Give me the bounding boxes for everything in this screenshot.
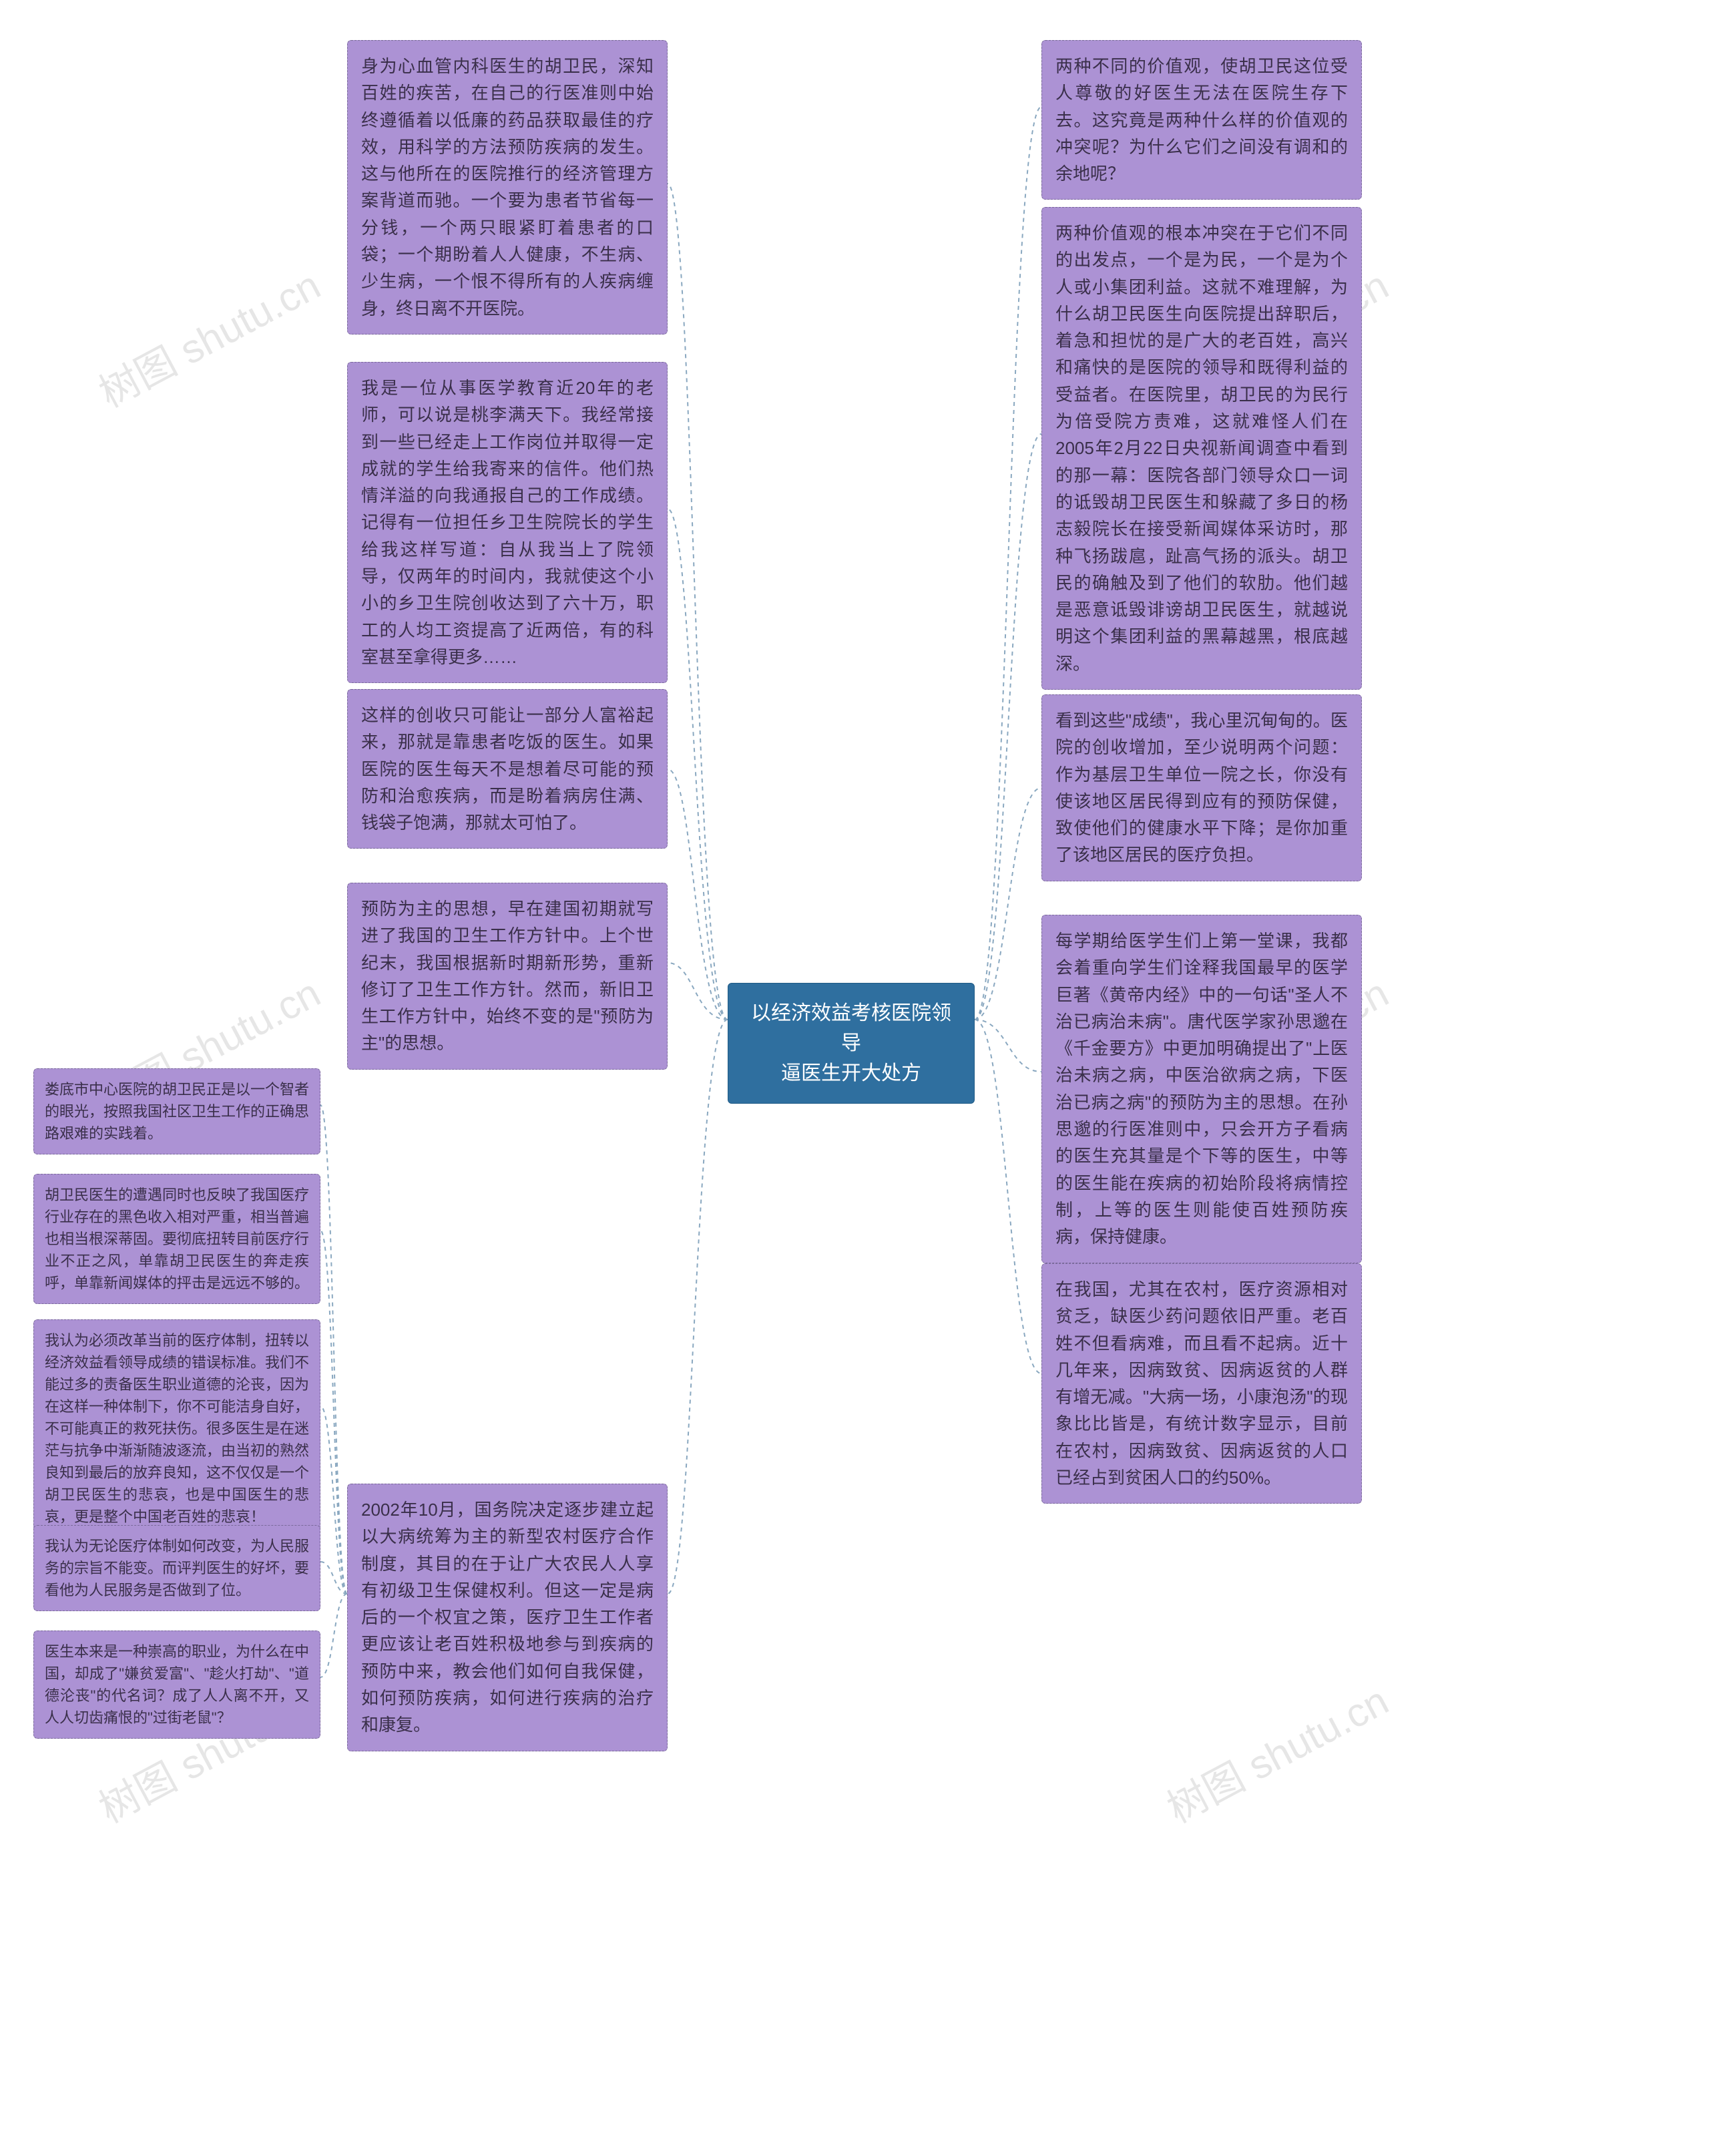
right-node-3[interactable]: 看到这些"成绩"，我心里沉甸甸的。医院的创收增加，至少说明两个问题：作为基层卫生… [1041,694,1362,881]
left-subnode-4[interactable]: 我认为无论医疗体制如何改变，为人民服务的宗旨不能变。而评判医生的好坏，要看他为人… [33,1525,320,1611]
left-node-3[interactable]: 这样的创收只可能让一部分人富裕起来，那就是靠患者吃饭的医生。如果医院的医生每天不… [347,689,668,849]
left-node-4[interactable]: 预防为主的思想，早在建国初期就写进了我国的卫生工作方针中。上个世纪末，我国根据新… [347,883,668,1070]
watermark: 树图 shutu.cn [87,254,329,419]
watermark: 树图 shutu.cn [1156,1669,1397,1834]
mindmap-canvas: 树图 shutu.cn 树图 shutu.cn 树图 shutu.cn 树图 s… [0,0,1709,2156]
left-subnode-1[interactable]: 娄底市中心医院的胡卫民正是以一个智者的眼光，按照我国社区卫生工作的正确思路艰难的… [33,1068,320,1154]
right-node-2[interactable]: 两种价值观的根本冲突在于它们不同的出发点，一个是为民，一个是为个人或小集团利益。… [1041,207,1362,690]
left-subnode-5[interactable]: 医生本来是一种崇高的职业，为什么在中国，却成了"嫌贫爱富"、"趁火打劫"、"道德… [33,1631,320,1739]
left-subnode-2[interactable]: 胡卫民医生的遭遇同时也反映了我国医疗行业存在的黑色收入相对严重，相当普遍也相当根… [33,1174,320,1304]
left-subnode-3[interactable]: 我认为必须改革当前的医疗体制，扭转以经济效益看领导成绩的错误标准。我们不能过多的… [33,1319,320,1538]
right-node-4[interactable]: 每学期给医学生们上第一堂课，我都会着重向学生们诠释我国最早的医学巨著《黄帝内经》… [1041,915,1362,1263]
right-node-5[interactable]: 在我国，尤其在农村，医疗资源相对贫乏，缺医少药问题依旧严重。老百姓不但看病难，而… [1041,1263,1362,1504]
right-node-1[interactable]: 两种不同的价值观，使胡卫民这位受人尊敬的好医生无法在医院生存下去。这究竟是两种什… [1041,40,1362,200]
left-node-1[interactable]: 身为心血管内科医生的胡卫民，深知百姓的疾苦，在自己的行医准则中始终遵循着以低廉的… [347,40,668,335]
left-node-2[interactable]: 我是一位从事医学教育近20年的老师，可以说是桃李满天下。我经常接到一些已经走上工… [347,362,668,683]
center-node[interactable]: 以经济效益考核医院领导逼医生开大处方 [728,983,975,1104]
left-node-5[interactable]: 2002年10月，国务院决定逐步建立起以大病统筹为主的新型农村医疗合作制度，其目… [347,1484,668,1751]
